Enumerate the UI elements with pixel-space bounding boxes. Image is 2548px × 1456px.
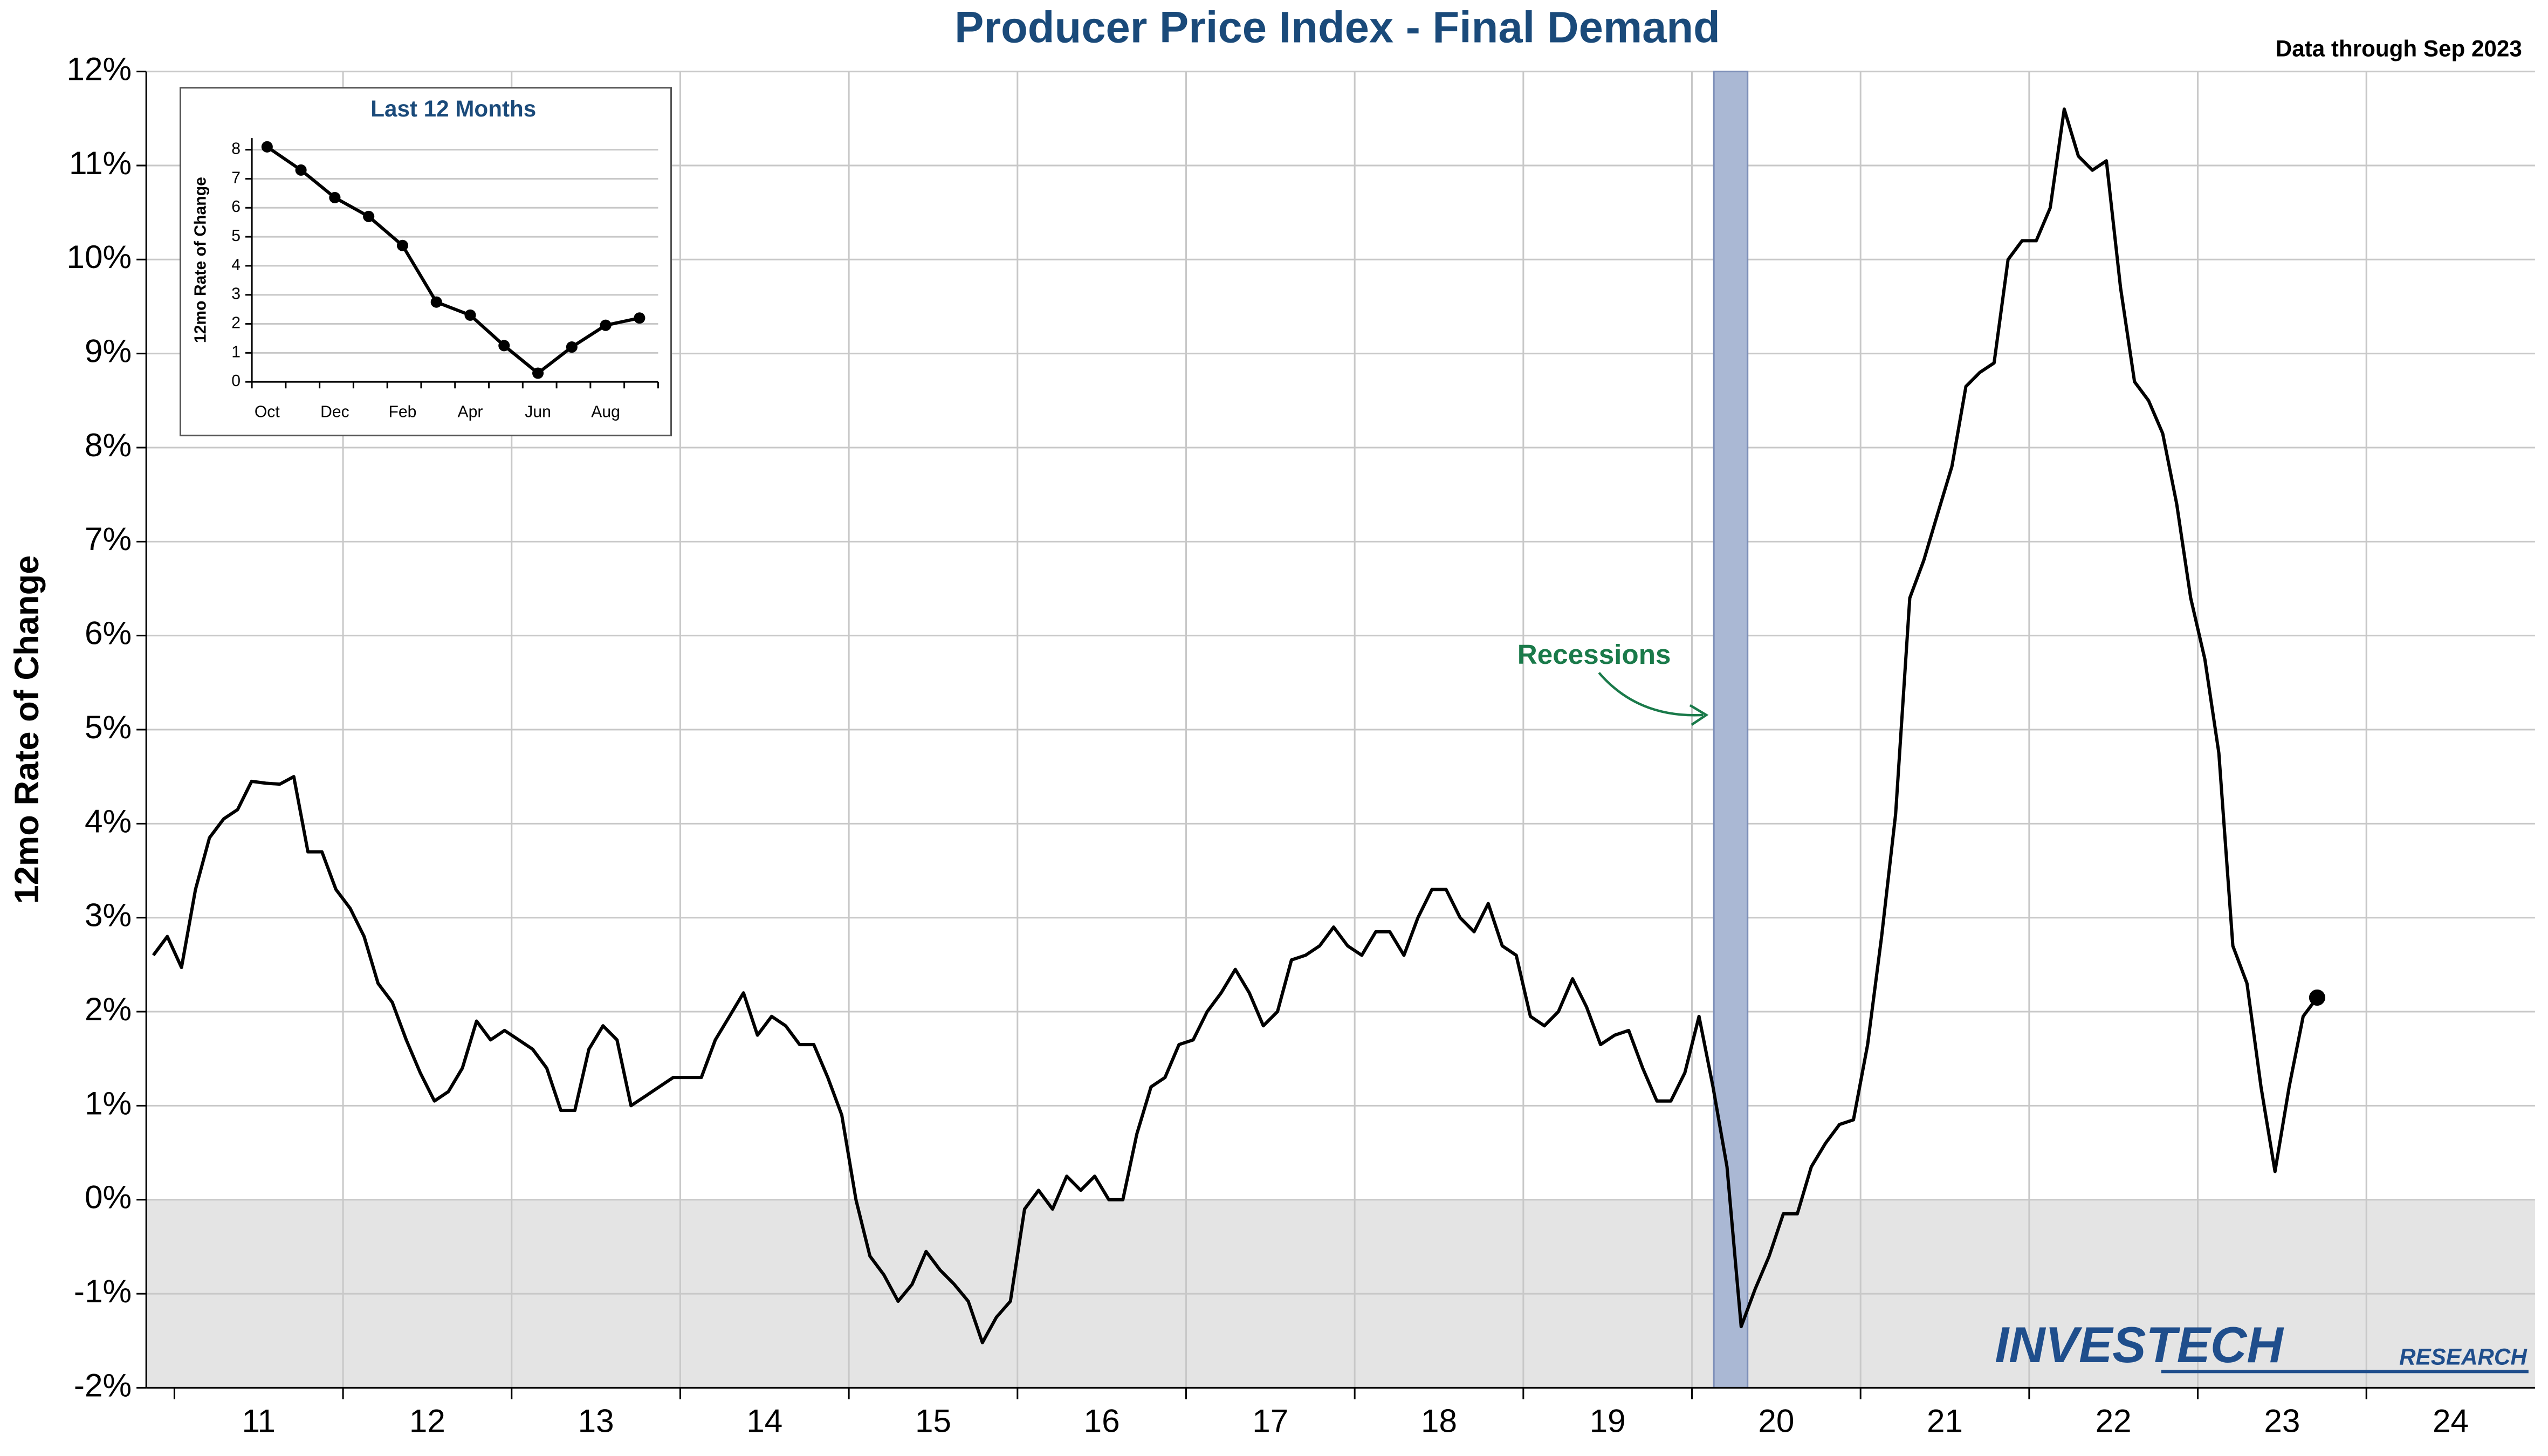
recession-band <box>1713 71 1749 1389</box>
y-tick-label: 4 <box>231 256 241 274</box>
x-tick-label: 20 <box>1758 1403 1794 1439</box>
y-tick-label: 5 <box>231 227 241 245</box>
data-point <box>532 367 544 379</box>
y-tick-label: 2 <box>231 314 241 332</box>
y-tick-label: 7% <box>85 520 132 557</box>
recession-annotation: Recessions <box>1517 639 1671 670</box>
data-point <box>396 239 408 251</box>
x-tick-label: Jun <box>525 403 551 421</box>
x-tick-label: 23 <box>2264 1403 2300 1439</box>
y-tick-label: 7 <box>231 169 241 187</box>
x-tick-label: 13 <box>578 1403 614 1439</box>
logo: INVESTECH <box>1995 1316 2284 1373</box>
y-tick-label: 0% <box>85 1179 132 1215</box>
y-tick-label: 3% <box>85 897 132 933</box>
data-point <box>2309 989 2325 1006</box>
x-tick-label: Apr <box>458 403 483 421</box>
y-tick-label: 1% <box>85 1084 132 1121</box>
inset-title: Last 12 Months <box>370 96 536 121</box>
y-tick-label: 10% <box>66 238 132 275</box>
y-tick-label: -1% <box>74 1273 132 1309</box>
subtitle: Data through Sep 2023 <box>2276 36 2522 61</box>
x-tick-label: Dec <box>320 403 349 421</box>
x-tick-label: 24 <box>2433 1403 2469 1439</box>
x-tick-label: 15 <box>915 1403 951 1439</box>
inset-y-title: 12mo Rate of Change <box>192 177 210 343</box>
x-tick-label: 12 <box>409 1403 445 1439</box>
y-tick-label: 4% <box>85 802 132 839</box>
y-tick-label: 9% <box>85 333 132 369</box>
data-point <box>363 210 375 222</box>
y-tick-label: 6 <box>231 198 241 216</box>
x-tick-label: 14 <box>746 1403 782 1439</box>
x-tick-label: 18 <box>1421 1403 1457 1439</box>
data-point <box>634 312 645 324</box>
x-tick-label: Aug <box>591 403 620 421</box>
x-tick-label: 11 <box>242 1403 276 1439</box>
annotation-arrow <box>1598 672 1709 726</box>
y-tick-label: 12% <box>66 51 132 87</box>
y-tick-label: 5% <box>85 709 132 745</box>
x-tick-label: 19 <box>1590 1403 1626 1439</box>
y-tick-label: 11% <box>69 145 132 181</box>
data-point <box>295 164 307 176</box>
x-tick-label: 22 <box>2096 1403 2132 1439</box>
data-point <box>261 141 273 153</box>
y-tick-label: 8 <box>231 140 241 158</box>
data-point <box>600 319 612 331</box>
y-axis-title: 12mo Rate of Change <box>8 555 46 904</box>
series-line <box>152 107 2319 1344</box>
y-tick-label: -2% <box>74 1366 132 1403</box>
x-tick-label: 21 <box>1927 1403 1963 1439</box>
data-point <box>430 296 442 308</box>
x-tick-label: 17 <box>1252 1403 1288 1439</box>
chart-title: Producer Price Index - Final Demand <box>954 3 1720 52</box>
data-point <box>566 341 578 353</box>
logo-sub: RESEARCH <box>2399 1344 2528 1369</box>
data-point <box>498 340 510 352</box>
y-tick-label: 8% <box>85 427 132 463</box>
data-point <box>329 191 341 203</box>
y-tick-label: 3 <box>231 285 241 303</box>
y-tick-label: 2% <box>85 991 132 1027</box>
x-tick-label: Oct <box>255 403 280 421</box>
x-tick-label: 16 <box>1084 1403 1120 1439</box>
x-tick-label: Feb <box>388 403 416 421</box>
y-tick-label: 6% <box>85 615 132 651</box>
data-point <box>464 309 476 321</box>
inset-frame <box>179 87 672 437</box>
inset-plot: 0 1 2 3 4 5 6 7 8 Oct Dec Feb Apr Jun Aug <box>231 138 659 421</box>
series-line <box>266 145 640 375</box>
y-tick-label: 1 <box>231 343 241 361</box>
y-tick-label: 0 <box>231 372 241 390</box>
main-plot: -2%-1%0%1%2%3%4%5%6%7%8%9%10%11%12%11 12 1… <box>66 51 2535 1439</box>
